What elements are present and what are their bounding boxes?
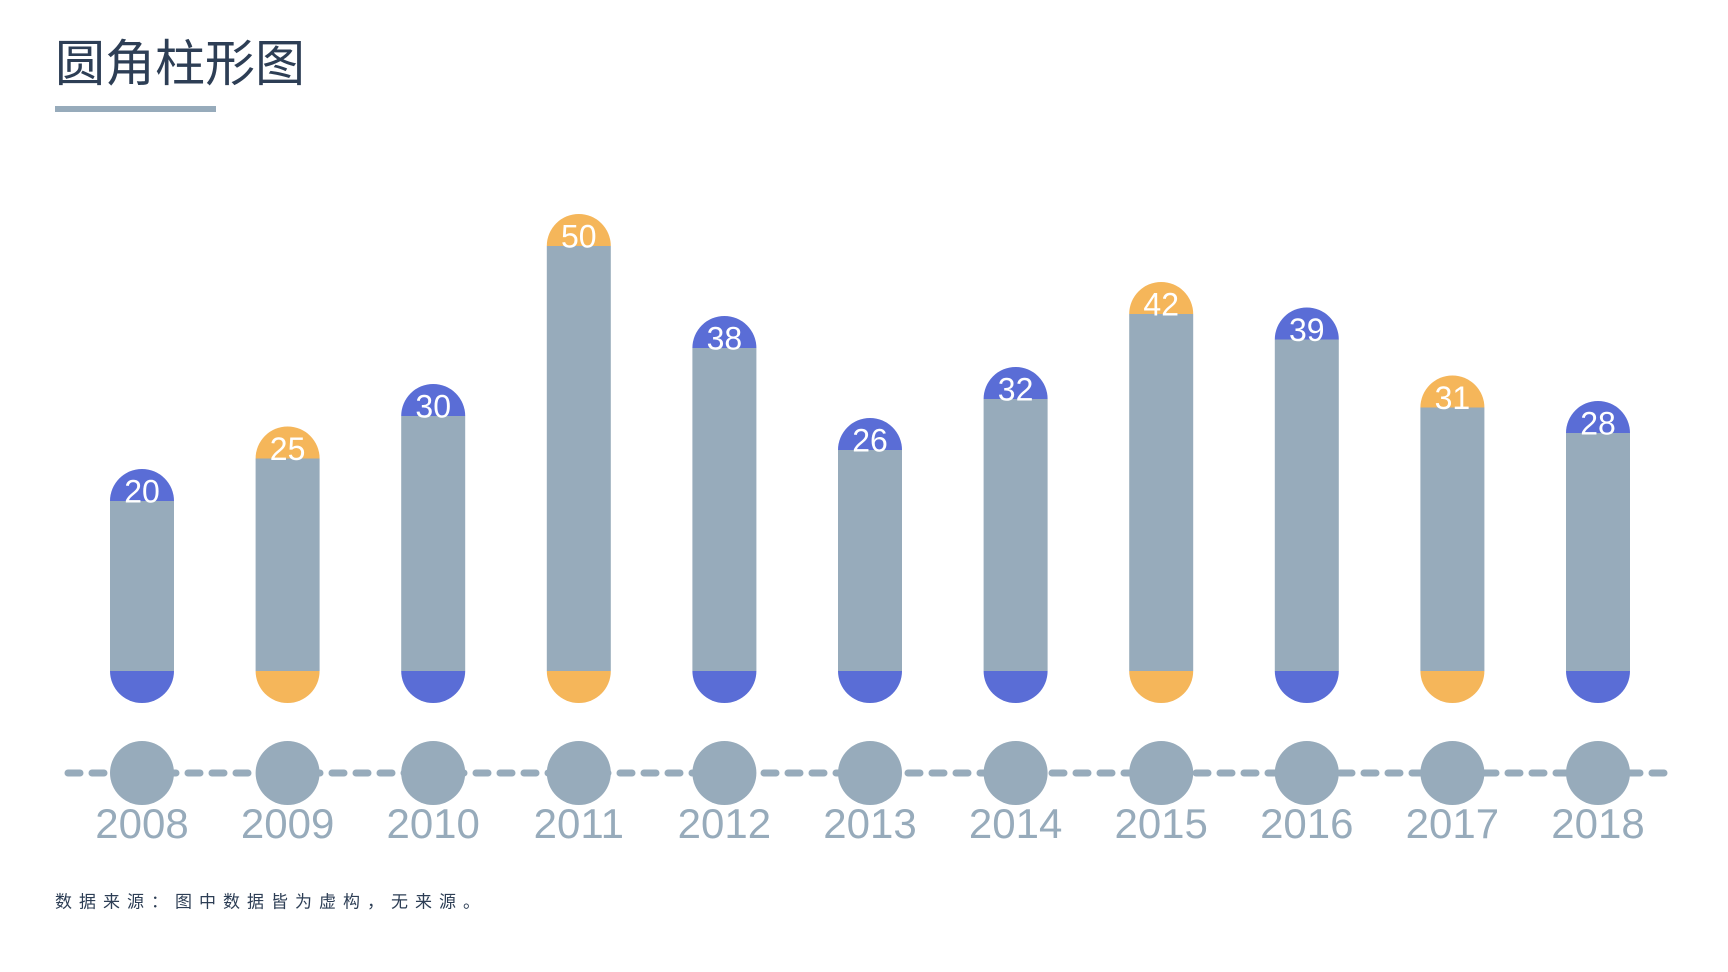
bar-bottom-cap: [1420, 671, 1485, 703]
timeline-dot: [401, 741, 466, 805]
value-label: 38: [707, 320, 743, 356]
bar: [1566, 433, 1630, 671]
bar-top-cap: [692, 316, 757, 348]
x-tick-label: 2015: [1114, 800, 1207, 847]
bar-top-cap: [1129, 282, 1194, 314]
x-tick-label: 2013: [823, 800, 916, 847]
value-label: 30: [415, 388, 451, 424]
timeline-dot: [838, 741, 902, 805]
bar: [255, 458, 320, 671]
title-underline: [55, 106, 216, 112]
timeline-dot: [983, 741, 1048, 805]
bar: [838, 450, 902, 671]
x-tick-label: 2012: [678, 800, 771, 847]
bar-top-cap: [110, 469, 174, 501]
timeline-dot: [692, 741, 757, 805]
bar: [1129, 314, 1194, 671]
chart-title: 圆角柱形图: [55, 36, 305, 92]
timeline-dot: [1566, 741, 1630, 805]
value-label: 25: [270, 431, 306, 467]
value-label: 28: [1580, 405, 1616, 441]
timeline-dot: [1274, 741, 1339, 805]
value-label: 20: [124, 473, 160, 509]
bar-bottom-cap: [401, 671, 466, 703]
bar: [1274, 339, 1339, 671]
x-tick-label: 2008: [95, 800, 188, 847]
bar-top-cap: [983, 367, 1048, 399]
bar-bottom-cap: [1566, 671, 1630, 703]
x-tick-label: 2010: [386, 800, 479, 847]
bar-bottom-cap: [546, 671, 611, 703]
value-label: 50: [561, 218, 597, 254]
x-tick-label: 2018: [1551, 800, 1644, 847]
source-note: 数据来源：图中数据皆为虚构，无来源。: [55, 892, 487, 911]
bar-bottom-cap: [692, 671, 757, 703]
bar-bottom-cap: [1274, 671, 1339, 703]
bar-top-cap: [255, 426, 320, 459]
bar: [401, 416, 466, 671]
value-label: 26: [852, 422, 888, 458]
bar-top-cap: [838, 418, 902, 450]
bar-top-cap: [401, 384, 466, 416]
value-label: 42: [1143, 286, 1179, 322]
bar: [983, 399, 1048, 671]
timeline-dot: [546, 741, 611, 805]
x-tick-label: 2017: [1406, 800, 1499, 847]
bar: [110, 501, 174, 671]
value-label: 39: [1289, 312, 1325, 348]
bar-top-cap: [1420, 375, 1485, 408]
bar-bottom-cap: [983, 671, 1048, 703]
bar-top-cap: [1566, 401, 1630, 433]
bar: [546, 246, 611, 671]
bar-top-cap: [1274, 307, 1339, 340]
value-label: 32: [998, 371, 1034, 407]
x-tick-label: 2016: [1260, 800, 1353, 847]
bar-top-cap: [546, 214, 611, 246]
bar: [692, 348, 757, 671]
bar-bottom-cap: [1129, 671, 1194, 703]
bar-bottom-cap: [838, 671, 902, 703]
x-tick-label: 2014: [969, 800, 1062, 847]
bar-bottom-cap: [110, 671, 174, 703]
x-tick-label: 2011: [534, 800, 624, 847]
value-label: 31: [1435, 380, 1471, 416]
timeline-dot: [255, 741, 320, 805]
timeline-dot: [110, 741, 174, 805]
timeline-dot: [1129, 741, 1194, 805]
bar: [1420, 407, 1485, 671]
x-tick-label: 2009: [241, 800, 334, 847]
bar-bottom-cap: [255, 671, 320, 703]
timeline-dot: [1420, 741, 1485, 805]
